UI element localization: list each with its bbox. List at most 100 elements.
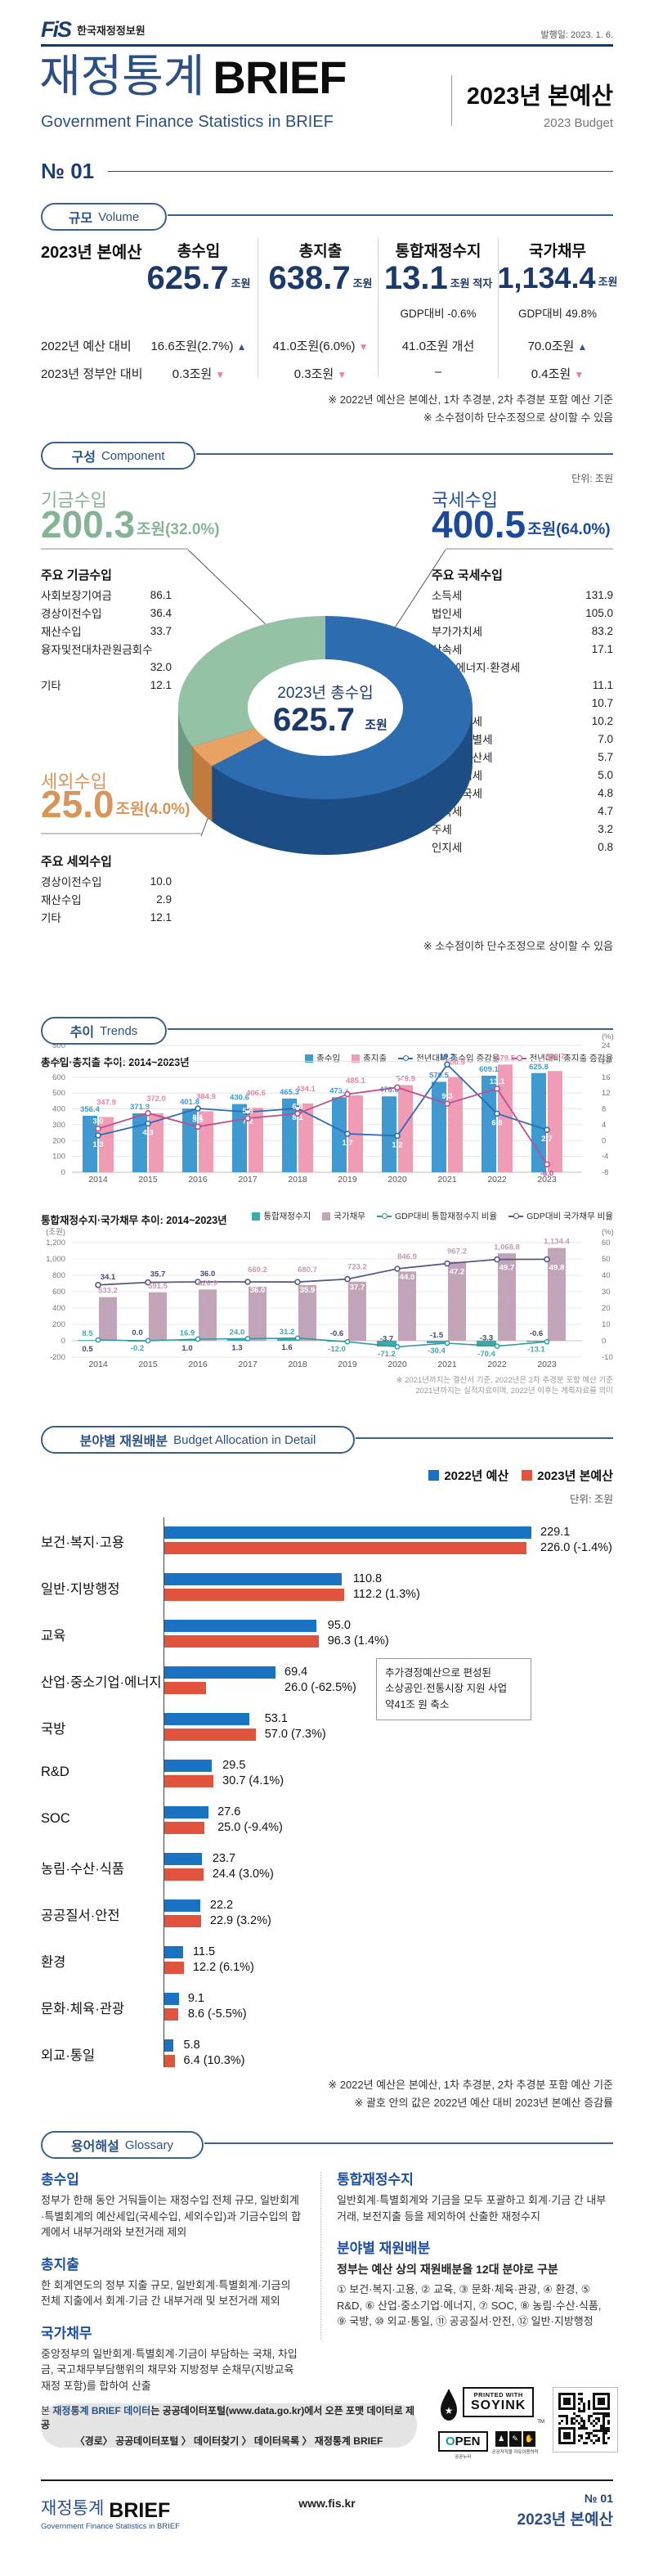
section-pill-component-en: Component [101, 448, 165, 463]
svg-text:44.0: 44.0 [400, 1273, 415, 1282]
svg-text:(%): (%) [602, 1032, 614, 1041]
allocation-value-2022: 9.1 [187, 1992, 204, 2005]
allocation-bar-2022 [164, 1853, 203, 1865]
tax-revenue-label: 국세수입 [432, 490, 498, 510]
volume-col-title-revenue: 총수입 [177, 243, 221, 260]
section-pill-glossary: 용어해설 Glossary [41, 2131, 204, 2159]
svg-text:485.1: 485.1 [346, 1077, 365, 1086]
allocation-category-label: 산업·중소기업·에너지 [41, 1675, 162, 1690]
fund-revenue-num: 200.3 [41, 503, 136, 546]
svg-text:300: 300 [52, 1121, 65, 1130]
svg-text:31.2: 31.2 [280, 1328, 295, 1337]
volume-value-expenditure-unit: 조원 [352, 277, 373, 290]
chart2-legend: 통합재정수지 국가채무 GDP대비 통합재정수지 비율 GDP대비 국가채무 비율 [252, 1210, 613, 1222]
license-icons: ♟ ✎ ✋ [495, 2431, 535, 2447]
allocation-unit-label: 단위: 조원 [570, 1494, 613, 1505]
svg-text:-13.1: -13.1 [527, 1345, 545, 1354]
volume-value-balance: 13.1 조원 적자 [381, 262, 495, 294]
svg-text:16.9: 16.9 [180, 1328, 195, 1337]
svg-text:1.0: 1.0 [181, 1344, 192, 1353]
nontax-revenue-value: 25.0 조원(4.0%) [41, 785, 190, 823]
svg-text:20: 20 [602, 1057, 611, 1066]
list-item: 경상이전수입 10.0 [41, 874, 172, 889]
allocation-bar-2023 [164, 1962, 184, 1974]
header-divider [41, 44, 613, 47]
svg-text:1.2: 1.2 [392, 1140, 402, 1149]
section-pill-glossary-ko: 용어해설 [70, 2140, 119, 2154]
section-pill-trends-en: Trends [100, 1023, 138, 1038]
svg-text:2014: 2014 [88, 1175, 108, 1185]
svg-text:638.7: 638.7 [545, 1052, 565, 1061]
svg-text:-4: -4 [602, 1153, 608, 1162]
svg-text:34.1: 34.1 [101, 1273, 116, 1282]
volume-row1-debt: 70.0조원 ▲ [527, 339, 588, 353]
svg-text:400: 400 [52, 1304, 65, 1313]
footer-brand-ko: 재정통계 [41, 2499, 105, 2518]
legend-item: GDP대비 국가채무 비율 [508, 1210, 613, 1222]
open-caption-2: 공공저작물 자유이용허락 [491, 2450, 539, 2455]
svg-text:37.7: 37.7 [350, 1284, 365, 1292]
issue-date: 발행일: 2023. 1. 6. [540, 30, 613, 40]
svg-text:12: 12 [602, 1089, 611, 1098]
budget-allocation-chart: 추가경정예산으로 편성된 소상공인·전통시장 지원 사업 약41조 원 축소 ※… [0, 1513, 654, 2111]
list-item: 주세 3.2 [432, 822, 613, 837]
allocation-value-2023: 22.9 (3.2%) [209, 1914, 271, 1927]
allocation-bar-2023 [164, 1822, 204, 1834]
allocation-value-2023: 6.4 (10.3%) [183, 2054, 245, 2067]
svg-text:1,200: 1,200 [46, 1239, 65, 1248]
svg-text:-8: -8 [602, 1168, 608, 1177]
svg-text:549.9: 549.9 [396, 1074, 415, 1083]
section-pill-glossary-en: Glossary [124, 2138, 174, 2152]
soyink-top-text: PRINTED WITH [473, 2391, 523, 2398]
svg-text:200: 200 [52, 1136, 65, 1145]
svg-text:20: 20 [602, 1304, 611, 1313]
allocation-category-label: 일반·지방행정 [41, 1582, 120, 1597]
open-license-badge: OOPENPEN 공공누리 ♟ ✎ ✋ 공공저작물 자유이용허락 [438, 2431, 539, 2460]
glossary-term-total-revenue: 총수입 정부가 한해 동안 거둬들이는 재정수입 전체 규모, 일반회계·특별회계… [41, 2172, 302, 2238]
allocation-note-2: ※ 괄호 안의 값은 2022년 예산 대비 2023년 본예산 증감률 [354, 2097, 613, 2109]
volume-row1-revenue: 16.6조원(2.7%) ▲ [150, 339, 247, 353]
svg-text:24.0: 24.0 [230, 1328, 245, 1337]
allocation-value-2023: 226.0 (-1.4%) [540, 1541, 612, 1554]
svg-text:50: 50 [602, 1255, 611, 1264]
legend-item: GDP대비 통합재정수지 비율 [376, 1210, 497, 1222]
allocation-value-2023: 25.0 (-9.4%) [217, 1821, 283, 1834]
svg-text:8.1: 8.1 [292, 1113, 303, 1122]
svg-text:-70.4: -70.4 [477, 1350, 495, 1359]
list-item-value: 11.1 [592, 678, 613, 691]
svg-text:372.0: 372.0 [146, 1095, 166, 1104]
svg-text:465.3: 465.3 [280, 1088, 299, 1097]
list-item: 융자및전대차관원금회수 [41, 644, 153, 656]
svg-text:4: 4 [602, 1121, 606, 1130]
volume-gdp-debt: GDP대비 49.8% [517, 308, 598, 320]
svg-text:679.5: 679.5 [495, 1054, 515, 1063]
svg-text:8.1: 8.1 [192, 1113, 204, 1122]
volume-col-title-balance: 통합재정수지 [395, 243, 482, 260]
chart1-title: 총수입·총지출 추이: 2014~2023년 [41, 1057, 190, 1068]
svg-text:10: 10 [602, 1320, 611, 1329]
svg-text:1.3: 1.3 [231, 1343, 242, 1352]
svg-text:846.9: 846.9 [397, 1252, 417, 1261]
tax-list-title: 주요 국세수입 [432, 569, 503, 582]
glossary-term-fiscal-balance: 통합재정수지 일반회계·특별회계와 기금을 모두 포괄하고 회계·기금 간 내부거… [337, 2172, 607, 2223]
section-rule-glossary [204, 2142, 613, 2144]
section-rule-allocation [356, 1437, 613, 1439]
allocation-value-2023: 57.0 (7.3%) [264, 1728, 326, 1741]
svg-text:-3.7: -3.7 [380, 1334, 393, 1343]
soyink-drop-icon: ★ [441, 2389, 457, 2421]
svg-text:1,000: 1,000 [46, 1255, 65, 1264]
soyink-tm: TM [537, 2420, 545, 2425]
volume-col-title-debt: 국가채무 [529, 243, 586, 260]
allocation-category-label: 공공질서·안전 [41, 1908, 120, 1923]
footer-edition: 2023년 본예산 [517, 2511, 613, 2529]
allocation-category-label: 국방 [41, 1722, 66, 1737]
svg-text:4.3: 4.3 [142, 1128, 153, 1137]
list-item: 부가가치세 83.2 [432, 624, 613, 639]
list-item: 기타 12.1 [41, 910, 172, 925]
section-pill-volume-ko: 규모 [68, 212, 93, 226]
allocation-value-2023: 112.2 (1.3%) [352, 1588, 420, 1601]
footer-brand-sub: Government Finance Statistics in BRIEF [41, 2522, 181, 2531]
svg-text:680.7: 680.7 [298, 1266, 317, 1275]
footer-brand: 재정통계 BRIEF Government Finance Statistics… [41, 2495, 180, 2531]
